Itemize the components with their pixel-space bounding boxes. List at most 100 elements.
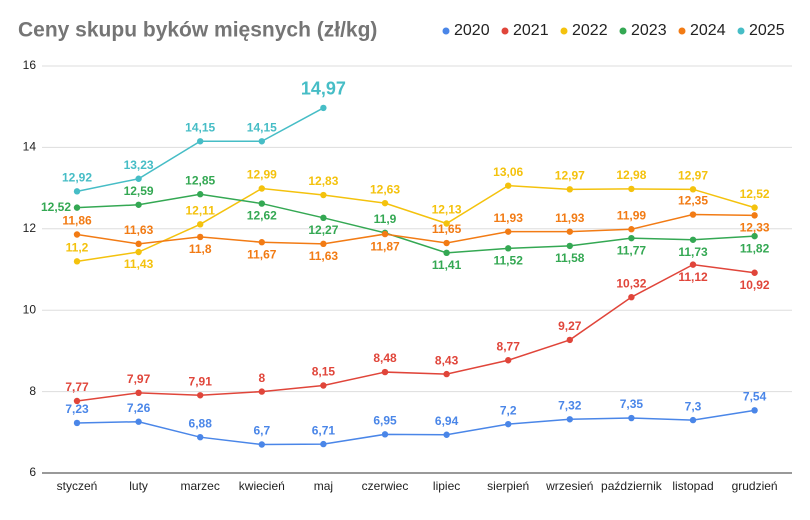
data-label: 12,52 [41,200,71,214]
data-point [135,240,142,248]
data-point [197,221,204,228]
data-label: 7,91 [189,374,213,388]
data-point [197,191,204,198]
data-label: 11,12 [678,270,708,284]
data-label: 11,87 [370,239,400,253]
data-point [320,191,327,199]
legend-marker [442,27,450,35]
legend-marker [678,27,686,35]
data-label: 11,93 [555,211,585,225]
data-label: 8,77 [497,339,521,353]
data-point [505,357,512,364]
x-tick-label: październik [601,479,663,493]
series-line [76,409,755,446]
data-label: 7,77 [65,380,89,394]
data-point [628,226,635,233]
data-label: 8 [258,371,265,385]
data-point [381,431,389,438]
data-label: 7,3 [685,399,702,413]
data-label: 11,77 [617,243,647,257]
data-label: 7,97 [127,372,151,386]
data-point [320,104,327,112]
y-tick-label: 6 [29,465,36,479]
series-line [76,263,755,402]
data-label: 8,15 [312,365,336,379]
x-tick-label: wrzesień [545,479,593,493]
data-label: 11,86 [62,214,92,228]
data-point [751,269,758,276]
y-tick-label: 8 [29,384,36,398]
x-tick-label: czerwiec [362,479,409,493]
data-point [381,199,389,207]
data-point [751,204,758,211]
data-point [73,419,81,427]
data-label: 8,48 [373,351,397,365]
data-point [443,431,450,438]
data-label: 11,65 [432,222,462,236]
data-label: 8,43 [435,353,459,367]
data-point [443,220,450,227]
data-point [197,433,204,441]
data-label: 11,63 [309,249,339,263]
data-point [566,228,573,235]
data-label: 11,52 [494,254,524,268]
data-point [751,407,758,414]
data-point [628,414,635,422]
x-tick-label: marzec [181,479,220,493]
data-label: 10,32 [616,276,646,290]
data-point [689,236,697,243]
x-tick-label: maj [314,479,333,493]
data-point [258,239,265,246]
data-point [135,389,142,397]
data-label: 11,99 [617,208,647,222]
data-label: 12,85 [185,173,215,187]
data-point [628,234,635,242]
data-label: 12,59 [124,184,154,198]
y-tick-label: 12 [23,221,37,235]
data-point [381,368,389,376]
legend-label: 2021 [513,22,549,39]
data-point [443,249,450,257]
data-point [505,245,512,252]
data-point [258,441,265,448]
series-line [76,184,755,263]
data-point [689,261,697,268]
data-label: 11,9 [374,212,397,226]
data-point [135,418,142,425]
data-point [443,370,450,378]
data-label: 12,63 [370,182,400,196]
data-label: 11,2 [66,241,89,255]
data-point [320,240,327,248]
data-point [566,416,573,423]
data-label: 6,7 [253,424,270,438]
data-label: 11,8 [189,242,212,256]
data-point [197,138,204,145]
data-point [258,138,265,145]
data-label: 12,52 [740,187,770,201]
data-point [320,214,327,222]
data-label: 12,99 [247,168,277,182]
data-label: 12,33 [740,221,770,235]
chart-title: Ceny skupu byków mięsnych (zł/kg) [18,19,377,42]
data-label: 6,95 [373,414,397,428]
data-label: 14,97 [301,79,346,99]
data-point [689,186,697,193]
x-tick-label: sierpień [487,479,529,493]
legend-label: 2023 [631,22,667,39]
x-tick-label: luty [129,479,148,493]
data-point [320,440,327,448]
y-tick-label: 16 [23,58,37,72]
data-label: 12,35 [678,194,708,208]
data-label: 12,27 [308,223,338,237]
data-label: 11,41 [432,258,462,272]
data-label: 11,67 [247,247,277,261]
data-label: 14,15 [185,120,215,134]
legend-label: 2024 [690,22,726,39]
data-point [628,185,635,193]
x-tick-label: grudzień [732,479,778,493]
data-label: 12,98 [616,168,646,182]
data-point [689,211,697,218]
x-tick-label: lipiec [433,479,460,493]
legend-marker [501,27,509,35]
